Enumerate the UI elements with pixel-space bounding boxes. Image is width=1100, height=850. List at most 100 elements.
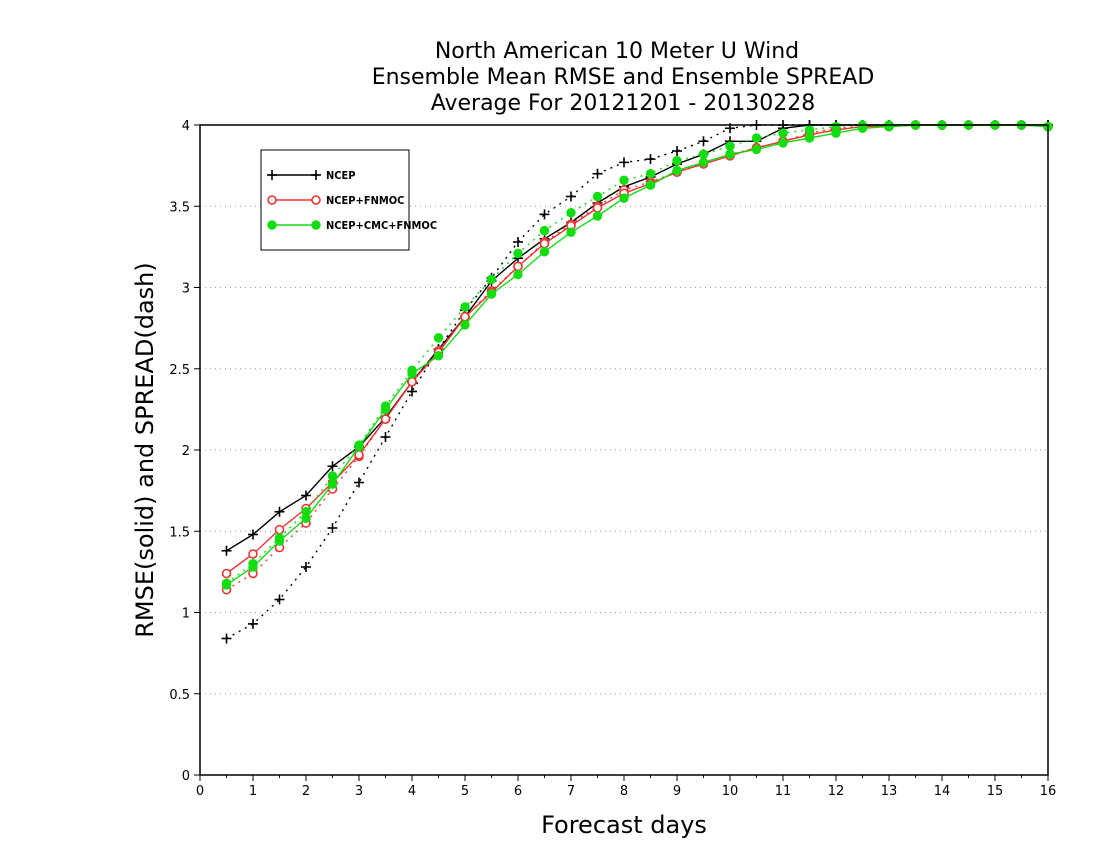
x-tick-label: 10	[722, 784, 739, 799]
rmse-point	[327, 461, 338, 472]
chart-title-line-1: North American 10 Meter U Wind	[435, 39, 799, 64]
spread-point	[698, 136, 709, 147]
x-tick-label: 2	[302, 784, 310, 799]
rmse-point	[539, 238, 550, 249]
rmse-point	[513, 269, 523, 280]
spread-line	[226, 124, 1049, 591]
rmse-point	[221, 580, 232, 590]
spread-point	[778, 128, 788, 138]
rmse-point	[539, 247, 550, 257]
spread-point	[327, 523, 338, 533]
rmse-point	[460, 311, 470, 322]
legend-entry: NCEP	[267, 169, 356, 182]
x-tick-label: 13	[881, 784, 898, 799]
x-tick-label: 8	[620, 784, 628, 799]
chart-title-line-3: Average For 20121201 - 20130228	[431, 91, 816, 116]
spread-point	[539, 225, 550, 236]
rmse-point	[751, 144, 762, 155]
rmse-point	[698, 157, 709, 168]
rmse-point	[778, 138, 788, 148]
rmse-point	[831, 128, 841, 138]
y-tick-label: 1.5	[169, 525, 190, 540]
spread-point	[407, 386, 417, 397]
x-tick-label: 12	[828, 784, 845, 799]
legend-label: NCEP+CMC+FNMOC	[326, 219, 437, 232]
rmse-point	[884, 121, 894, 132]
spread-point	[486, 274, 497, 285]
spread-point	[672, 156, 682, 166]
legend-marker-right	[311, 220, 321, 230]
y-tick-label: 1	[182, 607, 190, 622]
x-tick-label: 7	[567, 784, 575, 799]
x-tick-label: 5	[461, 784, 469, 799]
spread-point	[804, 125, 815, 135]
spread-point	[698, 149, 709, 159]
spread-point	[433, 333, 444, 343]
rmse-point	[407, 368, 417, 379]
y-tick-label: 3	[182, 282, 190, 297]
spread-point	[751, 133, 762, 143]
legend-entry: NCEP+FNMOC	[267, 194, 404, 207]
rmse-point	[857, 123, 868, 133]
spread-point	[274, 594, 285, 605]
y-tick-label: 0	[182, 769, 190, 784]
y-tick-label: 2	[182, 444, 190, 459]
spread-point	[248, 618, 258, 629]
y-tick-label: 3.5	[169, 200, 190, 215]
spread-point	[619, 157, 629, 168]
spread-point	[645, 169, 656, 179]
legend: NCEP NCEP+FNMOC NCEP+CMC+FNMOC	[260, 149, 437, 251]
spread-point	[354, 477, 364, 488]
legend-marker-left	[267, 220, 277, 230]
rmse-point	[274, 524, 285, 535]
spread-point	[513, 237, 523, 247]
x-axis-title: Forecast days	[541, 811, 707, 839]
rmse-point	[592, 211, 603, 221]
rmse-point	[221, 545, 232, 556]
spread-point	[645, 154, 656, 165]
axis-ticks: 00.511.522.533.540 1 2 3 4 5 6 7 8 9 10 11 12 13 14 15 1…	[169, 119, 1056, 799]
rmse-point	[672, 165, 682, 176]
legend-label: NCEP+FNMOC	[326, 194, 404, 207]
rmse-point	[619, 193, 629, 203]
spread-point	[539, 209, 550, 220]
legend-label: NCEP	[326, 169, 356, 182]
legend-marker-right	[311, 195, 321, 205]
rmse-point	[354, 450, 364, 460]
spread-point	[301, 562, 311, 572]
rmse-point	[274, 506, 285, 517]
rmse-point	[221, 568, 232, 579]
rmse-point	[460, 320, 470, 330]
rmse-point	[645, 180, 656, 190]
spread-point	[566, 191, 576, 202]
legend-marker-left	[267, 170, 277, 180]
rmse-point	[380, 414, 391, 424]
legend-marker-left	[267, 195, 277, 205]
x-tick-label: 3	[355, 784, 363, 799]
x-tick-label: 15	[987, 784, 1004, 799]
rmse-point	[725, 149, 735, 159]
spread-point	[672, 146, 682, 156]
spread-point	[566, 208, 576, 218]
spread-point	[725, 141, 735, 151]
chart-title-line-2: Ensemble Mean RMSE and Ensemble SPREAD	[372, 65, 875, 90]
spread-point	[460, 302, 470, 312]
rmse-point	[301, 490, 311, 501]
rmse-point	[433, 351, 444, 361]
x-tick-label: 6	[514, 784, 522, 799]
rmse-point	[248, 549, 258, 559]
rmse-point	[486, 289, 497, 299]
spread-point	[619, 175, 629, 185]
spread-point	[380, 432, 391, 442]
rmse-point	[566, 227, 576, 237]
rmse-point	[327, 479, 338, 489]
rmse-point	[248, 529, 258, 540]
y-tick-label: 0.5	[169, 688, 190, 703]
x-tick-label: 1	[249, 784, 257, 799]
y-tick-label: 2.5	[169, 363, 190, 378]
y-axis-title: RMSE(solid) and SPREAD(dash)	[131, 262, 159, 638]
x-tick-label: 0	[196, 784, 204, 799]
x-tick-label: 4	[408, 784, 416, 799]
rmse-point	[301, 513, 311, 523]
